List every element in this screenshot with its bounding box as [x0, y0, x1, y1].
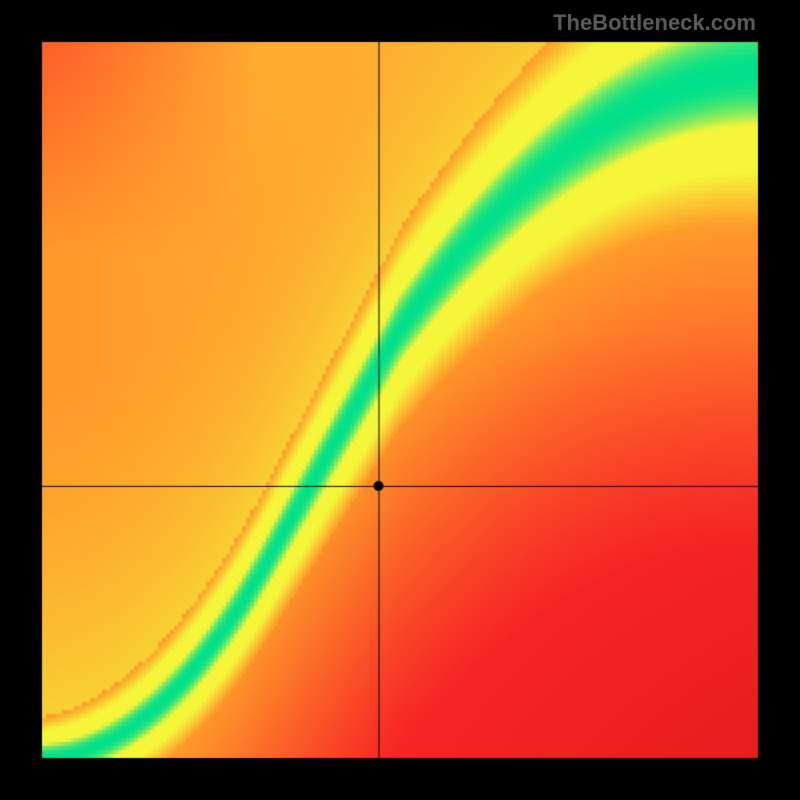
watermark-text: TheBottleneck.com [553, 10, 756, 36]
chart-container: TheBottleneck.com [0, 0, 800, 800]
heatmap-canvas [0, 0, 800, 800]
